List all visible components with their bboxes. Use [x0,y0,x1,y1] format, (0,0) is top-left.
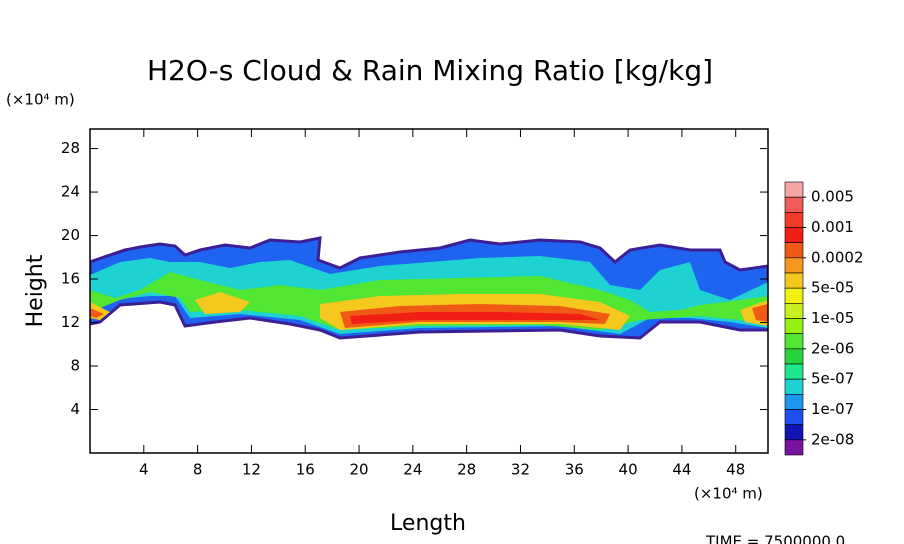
colorbar-cell [784,363,804,380]
colorbar-label: 0.0002 [811,248,864,266]
colorbar-cell [784,212,804,228]
y-tick-label: 4 [70,400,80,418]
colorbar-cell [784,409,804,425]
colorbar-cell [784,318,804,334]
x-tick-label: 8 [193,461,203,479]
colorbar-cell [784,242,804,259]
y-tick-label: 12 [61,313,80,331]
colorbar-cell [784,333,804,350]
x-tick-label: 4 [139,461,149,479]
x-unit: (×10⁴ m) [694,485,763,503]
x-tick-label: 44 [672,461,691,479]
colorbar-cell [784,181,804,198]
colorbar-cell [784,378,804,395]
colorbar-label: 0.001 [811,218,854,236]
colorbar-cell [784,394,804,410]
colorbar-label: 2e-06 [811,339,854,357]
x-tick-label: 20 [350,461,369,479]
y-unit: (×10⁴ m) [6,91,75,109]
colorbar-cell [784,272,804,289]
x-tick-label: 16 [296,461,315,479]
colorbar-label: 5e-05 [811,279,854,297]
y-tick-label: 8 [70,357,80,375]
colorbar-label: 1e-07 [811,400,854,418]
colorbar-cell [784,439,804,456]
colorbar-cell [784,287,804,304]
colorbar-cell [784,196,804,213]
colorbar-label: 5e-07 [811,370,854,388]
y-tick-label: 20 [61,226,80,244]
colorbar-cell [784,348,804,365]
colorbar-cell [784,227,804,243]
footer: TIME = 7500000.0 [705,533,845,544]
y-tick-label: 28 [61,139,80,157]
y-tick-label: 16 [61,270,80,288]
chart-title: H2O-s Cloud & Rain Mixing Ratio [kg/kg] [147,54,713,87]
contour-fill [350,312,600,324]
x-tick-label: 36 [565,461,584,479]
y-axis-label: Height [23,254,48,327]
colorbar-cell [784,257,804,274]
x-tick-label: 24 [403,461,422,479]
x-tick-label: 32 [511,461,530,479]
colorbar-cell [784,424,804,441]
x-tick-label: 12 [242,461,261,479]
y-tick-label: 24 [61,183,80,201]
colorbar-label: 0.005 [811,188,854,206]
contour-field [90,236,768,340]
colorbar-label: 1e-05 [811,309,854,327]
plot-frame [89,128,769,454]
colorbar-cell [784,303,804,319]
x-tick-label: 40 [619,461,638,479]
x-tick-label: 28 [457,461,476,479]
x-axis-label: Length [390,511,466,536]
colorbar-label: 2e-08 [811,430,854,448]
x-tick-label: 48 [726,461,745,479]
